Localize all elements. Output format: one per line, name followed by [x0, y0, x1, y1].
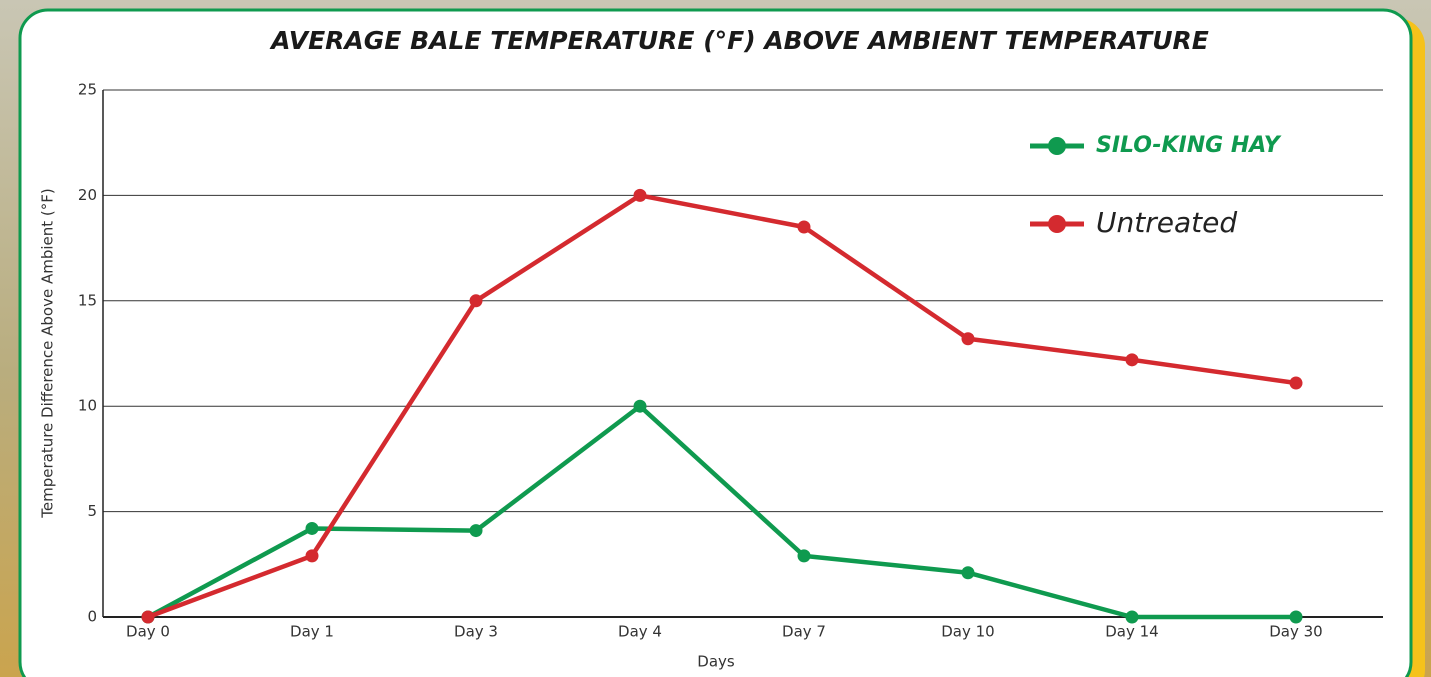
data-point: [634, 400, 647, 413]
data-point: [1290, 611, 1303, 624]
data-point: [962, 332, 975, 345]
x-tick-label: Day 0: [126, 623, 170, 641]
y-tick-label: 5: [87, 502, 97, 520]
data-point: [798, 549, 811, 562]
data-point: [1126, 353, 1139, 366]
y-tick-label: 15: [78, 291, 97, 309]
chart-title: AVERAGE BALE TEMPERATURE (°F) ABOVE AMBI…: [269, 26, 1209, 55]
legend-label: Untreated: [1096, 206, 1237, 239]
panel: [20, 10, 1411, 677]
x-tick-label: Day 3: [454, 623, 498, 641]
y-tick-label: 0: [87, 608, 97, 626]
x-tick-label: Day 7: [782, 623, 826, 641]
data-point: [470, 294, 483, 307]
data-point: [142, 611, 155, 624]
page: AVERAGE BALE TEMPERATURE (°F) ABOVE AMBI…: [0, 0, 1431, 677]
y-tick-label: 10: [78, 397, 97, 415]
x-tick-label: Day 1: [290, 623, 334, 641]
y-tick-label: 20: [78, 186, 97, 204]
x-tick-label: Day 14: [1105, 623, 1158, 641]
x-tick-label: Day 30: [1269, 623, 1322, 641]
legend-marker: [1048, 137, 1066, 155]
legend-label: SILO-KING HAY: [1096, 133, 1282, 158]
data-point: [1126, 611, 1139, 624]
y-tick-label: 25: [78, 81, 97, 99]
x-tick-label: Day 4: [618, 623, 662, 641]
chart: AVERAGE BALE TEMPERATURE (°F) ABOVE AMBI…: [0, 0, 1431, 677]
x-tick-label: Day 10: [941, 623, 994, 641]
data-point: [1290, 377, 1303, 390]
data-point: [798, 221, 811, 234]
data-point: [306, 522, 319, 535]
x-axis-label: Days: [697, 653, 735, 671]
data-point: [634, 189, 647, 202]
data-point: [306, 549, 319, 562]
legend-marker: [1048, 215, 1066, 233]
data-point: [962, 566, 975, 579]
y-axis-label: Temperature Difference Above Ambient (°F…: [39, 188, 57, 519]
data-point: [470, 524, 483, 537]
